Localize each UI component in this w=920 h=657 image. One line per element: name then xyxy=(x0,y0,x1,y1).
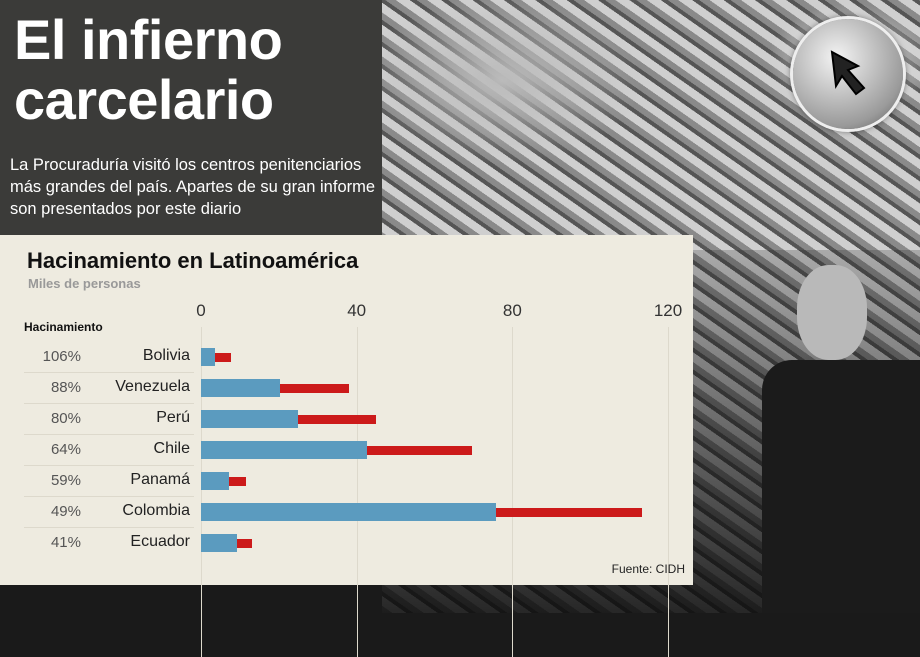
hacinamiento-label: 41% xyxy=(50,534,81,551)
bar-capacity xyxy=(201,472,230,490)
title-line-1: El infierno xyxy=(14,8,283,71)
x-tick-label: 40 xyxy=(347,301,367,320)
hacinamiento-label: 59% xyxy=(50,472,81,489)
category-label: Colombia xyxy=(122,502,190,519)
x-tick-label: 80 xyxy=(502,301,522,320)
chart-panel: Hacinamiento en Latinoamérica Miles de p… xyxy=(0,235,693,657)
row-separator xyxy=(24,403,194,404)
row-separator xyxy=(24,372,194,373)
header-panel: El infierno carcelario La Procuraduría v… xyxy=(0,0,382,235)
x-tick-label: 0 xyxy=(196,301,206,320)
row-separator xyxy=(24,434,194,435)
category-label: Venezuela xyxy=(115,378,190,395)
category-label: Panamá xyxy=(130,471,190,488)
hand-pointer-icon[interactable] xyxy=(793,19,903,129)
bar-capacity xyxy=(201,379,280,397)
intro-text: La Procuraduría visitó los centros penit… xyxy=(10,156,376,218)
x-tick-label: 120 xyxy=(653,301,683,320)
source-note: Fuente: CIDH xyxy=(611,562,685,576)
chart-subtitle: Miles de personas xyxy=(28,276,141,291)
gridline xyxy=(512,327,514,657)
bar-capacity xyxy=(201,503,497,521)
category-label: Chile xyxy=(153,440,190,457)
hacinamiento-label: 49% xyxy=(50,503,81,520)
bar-capacity xyxy=(201,410,298,428)
gridline xyxy=(668,327,669,657)
column-header: Hacinamiento xyxy=(24,320,103,334)
photo-person-body xyxy=(762,360,920,613)
title-line-2: carcelario xyxy=(14,68,274,131)
hacinamiento-label: 88% xyxy=(50,379,81,396)
bar-capacity xyxy=(201,348,215,366)
category-label: Bolivia xyxy=(142,347,190,364)
category-label: Ecuador xyxy=(130,533,190,550)
gridline xyxy=(201,327,202,657)
bar-capacity xyxy=(201,534,237,552)
page-title: El infierno carcelario xyxy=(14,8,283,131)
row-separator xyxy=(24,527,194,528)
bar-population xyxy=(201,353,231,362)
hacinamiento-label: 64% xyxy=(50,441,81,458)
row-separator xyxy=(24,465,194,466)
category-label: Perú xyxy=(156,409,190,426)
photo-person xyxy=(797,265,867,360)
gridline xyxy=(356,327,358,657)
hacinamiento-label: 80% xyxy=(50,410,81,427)
row-separator xyxy=(24,496,194,497)
hacinamiento-label: 106% xyxy=(42,348,81,365)
bar-capacity xyxy=(201,441,367,459)
chart-title: Hacinamiento en Latinoamérica xyxy=(27,248,359,273)
